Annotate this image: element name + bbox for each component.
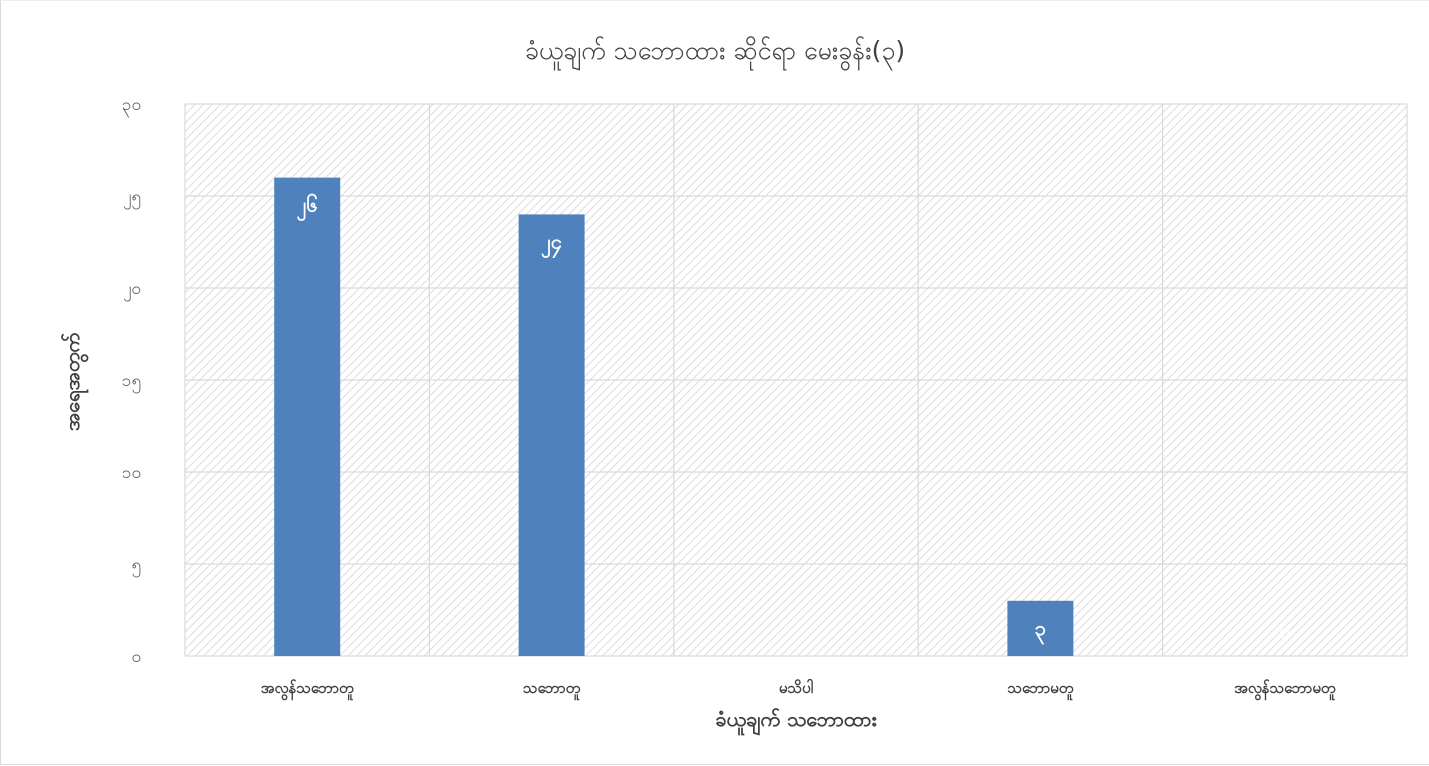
y-tick-label: ၂၅ bbox=[123, 187, 141, 210]
data-label: ၂၄ bbox=[541, 229, 562, 258]
x-axis-ticks: အလွန်သဘောတူ သဘောတူ မသိပါ သဘောမတူ အလွန်သဘောမတ… bbox=[261, 678, 1336, 701]
x-tick-label: မသိပါ bbox=[779, 678, 814, 697]
bars bbox=[274, 177, 1074, 656]
y-axis-label: အရေအတွက် bbox=[60, 333, 89, 431]
x-tick-label: အလွန်သဘောတူ bbox=[261, 678, 354, 701]
bar bbox=[518, 214, 585, 656]
x-tick-label: အလွန်သဘောမတူ bbox=[1234, 678, 1336, 701]
grid-lines bbox=[184, 103, 1408, 657]
y-tick-label: ၁၅ bbox=[122, 371, 141, 394]
y-tick-label: ၂၀ bbox=[123, 279, 141, 302]
x-tick-label: သဘောမတူ bbox=[1007, 679, 1073, 701]
data-label: ၂၆ bbox=[297, 193, 318, 222]
y-tick-label: ၅ bbox=[131, 555, 141, 578]
y-tick-label: ၁၀ bbox=[122, 463, 141, 483]
y-tick-label: ၀ bbox=[131, 647, 141, 667]
y-tick-label: ၃၀ bbox=[122, 95, 141, 118]
data-label: ၃ bbox=[1035, 616, 1046, 645]
data-label: ၀ bbox=[1279, 619, 1290, 643]
chart-title: ခံယူချက် သဘောထား ဆိုင်ရာ မေးခွန်း(၃) bbox=[525, 36, 905, 71]
x-tick-label: သဘောတူ bbox=[523, 679, 581, 701]
y-axis-ticks: ၀ ၅ ၁၀ ၁၅ ၂၀ ၂၅ ၃၀ bbox=[122, 95, 141, 667]
x-axis-label: ခံယူချက် သဘောထား bbox=[715, 707, 876, 736]
bar bbox=[274, 177, 341, 656]
bar bbox=[1007, 600, 1074, 656]
